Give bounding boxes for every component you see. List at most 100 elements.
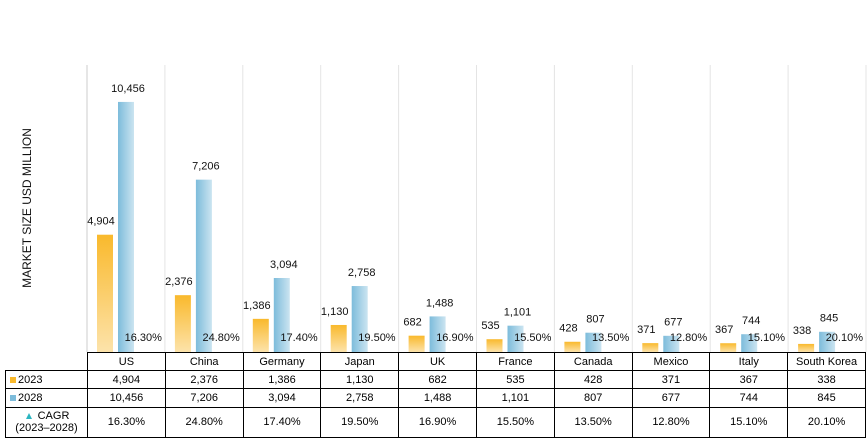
table-value: 371 <box>631 370 711 390</box>
legend-label: CAGR (2023–2028) <box>15 410 78 435</box>
table-value: 7,206 <box>164 388 244 408</box>
table-value: 1,488 <box>398 388 477 408</box>
table-value: 845 <box>787 388 866 408</box>
table-row: 2023 4,904 2,376 1,386 1,130 682 535 428 371 367 3… <box>5 370 866 390</box>
table-value: 367 <box>709 370 789 390</box>
data-label: 3,094 <box>270 259 298 271</box>
table-value: 428 <box>553 370 633 390</box>
table-category: China <box>164 351 244 372</box>
data-label: 2,758 <box>348 267 376 279</box>
legend-marker <box>10 395 16 402</box>
data-label: 2,376 <box>165 276 193 288</box>
cagr-label: 20.10% <box>826 332 864 344</box>
data-label: 845 <box>820 313 838 325</box>
cagr-label: 15.10% <box>748 332 786 344</box>
bar <box>408 335 425 352</box>
bar <box>564 341 581 352</box>
table-corner <box>6 353 88 371</box>
table-value: 19.50% <box>320 406 400 438</box>
table-value: 12.80% <box>631 406 711 438</box>
cagr-label: 19.50% <box>358 332 396 344</box>
legend-cell: 2023 <box>5 370 88 390</box>
table-value: 1,130 <box>320 370 400 390</box>
data-label: 10,456 <box>111 83 145 95</box>
table-value: 682 <box>398 370 477 390</box>
bar <box>486 339 503 352</box>
table-value: 4,904 <box>87 370 166 390</box>
cagr-label: 24.80% <box>202 332 240 344</box>
bar <box>585 332 602 352</box>
cagr-label: 17.40% <box>280 332 318 344</box>
bar <box>174 295 191 352</box>
table-value: 535 <box>475 370 555 390</box>
table-category: Canada <box>553 351 633 372</box>
table-value: 15.10% <box>709 406 789 438</box>
table-value: 15.50% <box>475 406 555 438</box>
bar <box>330 324 347 352</box>
table-category: Italy <box>709 351 789 372</box>
table-category: Germany <box>242 351 322 372</box>
table-value: 20.10% <box>787 406 866 438</box>
legend-marker <box>25 413 32 420</box>
table-category: UK <box>398 351 477 372</box>
cagr-label: 16.90% <box>436 332 474 344</box>
table-row: 2028 10,456 7,206 3,094 2,758 1,488 1,101 807 67… <box>5 388 866 408</box>
bar <box>642 343 659 352</box>
table-value: 3,094 <box>242 388 322 408</box>
table-category: France <box>475 351 555 372</box>
table-value: 10,456 <box>87 388 166 408</box>
data-label: 1,130 <box>321 306 349 318</box>
bar <box>429 316 446 352</box>
table-value: 1,386 <box>242 370 322 390</box>
cagr-label: 16.30% <box>125 332 163 344</box>
bar <box>741 334 758 352</box>
bar <box>507 325 524 352</box>
table-value: 13.50% <box>553 406 633 438</box>
bar <box>118 101 134 352</box>
table-header-row: US China Germany Japan UK France Canada Mexico I… <box>6 351 866 372</box>
table-category: US <box>87 351 166 372</box>
table-value: 338 <box>787 370 866 390</box>
table-category: South Korea <box>787 351 866 372</box>
bar <box>798 343 815 352</box>
bar <box>97 234 113 352</box>
data-label: 7,206 <box>192 161 220 173</box>
legend-cell: CAGR (2023–2028) <box>5 406 88 438</box>
data-label: 682 <box>403 317 421 329</box>
table-row: CAGR (2023–2028) 16.30% 24.80% 17.40% 19.50%… <box>5 406 866 438</box>
bar <box>819 331 836 352</box>
table-value: 744 <box>709 388 789 408</box>
y-axis-label: MARKET SIZE USD MILLION <box>20 128 34 288</box>
data-label: 807 <box>586 314 604 326</box>
data-label: 1,386 <box>243 300 271 312</box>
data-label: 1,101 <box>504 307 532 319</box>
cagr-label: 13.50% <box>592 332 630 344</box>
table-value: 24.80% <box>164 406 244 438</box>
bar <box>663 335 680 352</box>
table-value: 2,758 <box>320 388 400 408</box>
cagr-label: 12.80% <box>670 332 708 344</box>
data-label: 338 <box>793 325 811 337</box>
legend-cell: 2028 <box>5 388 88 408</box>
table-value: 2,376 <box>164 370 244 390</box>
bar <box>252 318 269 352</box>
data-label: 367 <box>715 324 733 336</box>
table-value: 807 <box>553 388 633 408</box>
data-table: US China Germany Japan UK France Canada Mexico I… <box>5 351 866 438</box>
table-value: 16.90% <box>398 406 477 438</box>
chart-plot: MARKET SIZE USD MILLION 4,904 10,456 16.30… <box>20 65 867 352</box>
data-label: 428 <box>559 323 577 335</box>
bar <box>720 343 737 352</box>
legend-label: 2023 <box>18 373 43 386</box>
table-value: 17.40% <box>242 406 322 438</box>
bar <box>195 179 212 352</box>
table-category: Japan <box>320 351 400 372</box>
data-label: 4,904 <box>87 216 115 228</box>
legend-label: 2028 <box>18 392 43 404</box>
table-value: 1,101 <box>475 388 555 408</box>
bar <box>273 278 290 352</box>
table-value: 677 <box>631 388 711 408</box>
table-category: Mexico <box>631 351 711 372</box>
data-label: 535 <box>481 320 499 332</box>
legend-marker <box>10 376 16 383</box>
